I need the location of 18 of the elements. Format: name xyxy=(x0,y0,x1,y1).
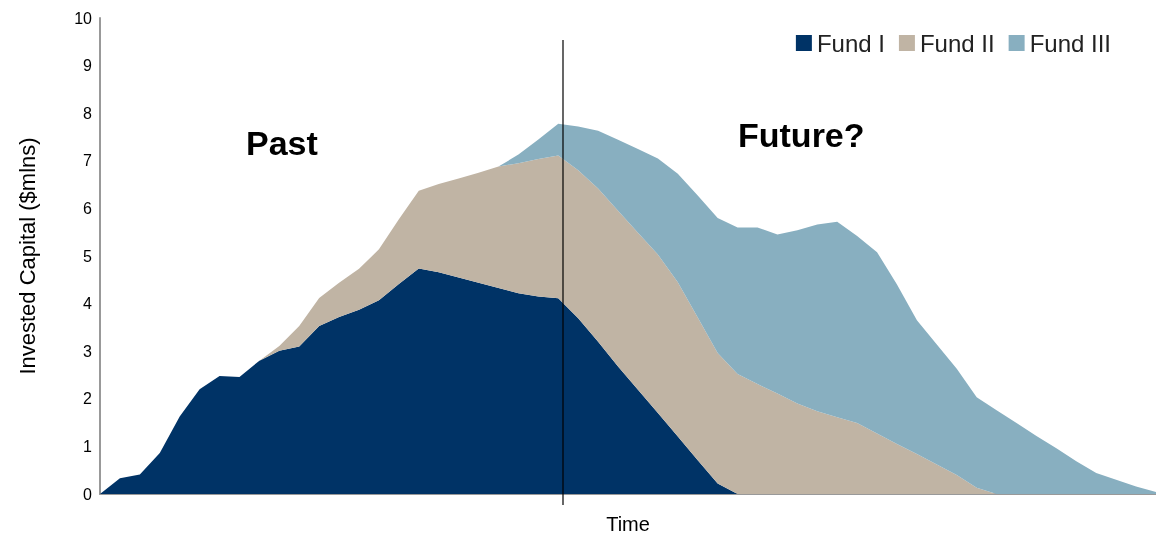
y-tick-label: 10 xyxy=(74,9,93,27)
y-tick-label: 8 xyxy=(83,104,93,122)
legend-label: Fund II xyxy=(919,29,995,57)
y-axis-title: Invested Capital ($mlns) xyxy=(14,137,40,375)
annotation: Past xyxy=(246,124,318,162)
y-tick-label: 7 xyxy=(83,152,93,170)
annotation: Future? xyxy=(738,116,865,154)
y-tick-label: 2 xyxy=(83,390,93,408)
y-tick-label: 5 xyxy=(83,247,93,265)
y-tick-label: 1 xyxy=(83,437,93,455)
legend-label: Fund III xyxy=(1029,29,1111,57)
y-tick-label: 3 xyxy=(83,342,93,360)
y-tick-label: 9 xyxy=(83,57,93,75)
legend-label: Fund I xyxy=(816,29,885,57)
x-axis-title: Time xyxy=(606,513,650,535)
y-tick-label: 0 xyxy=(83,485,93,503)
y-tick-label: 6 xyxy=(83,199,93,217)
y-tick-label: 4 xyxy=(83,295,93,313)
